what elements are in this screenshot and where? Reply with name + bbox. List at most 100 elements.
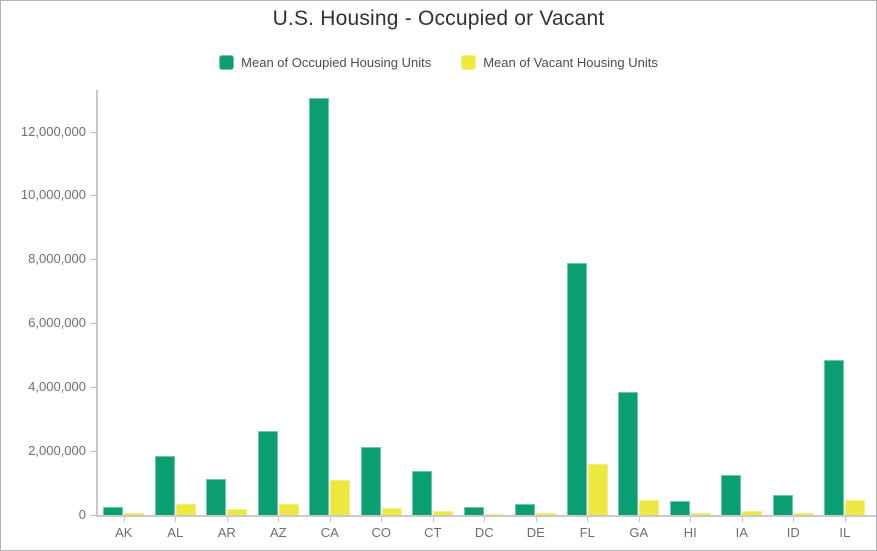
plot-area: [96, 90, 876, 517]
y-axis-tick-mark: [90, 259, 96, 261]
x-axis-label-CT: CT: [424, 525, 442, 540]
legend-item-vacant[interactable]: Mean of Vacant Housing Units: [461, 55, 658, 70]
bar-occupied-AZ[interactable]: [257, 431, 278, 515]
bar-group-ID: [768, 90, 820, 515]
legend-item-occupied[interactable]: Mean of Occupied Housing Units: [219, 55, 431, 70]
x-axis-label-AZ: AZ: [269, 525, 287, 540]
y-axis-tick-mark: [90, 515, 96, 516]
y-axis-tick-label: 10,000,000: [20, 187, 86, 203]
bar-vacant-IL[interactable]: [845, 499, 866, 515]
bar-vacant-DC[interactable]: [484, 514, 505, 515]
x-axis-label-FL: FL: [579, 525, 595, 540]
x-axis-tick-mark: [278, 517, 280, 522]
x-axis-label-AR: AR: [217, 525, 236, 540]
y-axis-tick-label: 4,000,000: [28, 379, 86, 395]
y-axis-tick-label: 8,000,000: [28, 251, 86, 267]
x-axis-tick-mark: [175, 517, 177, 522]
y-axis-tick-mark: [90, 131, 96, 133]
x-axis-label-IL: IL: [839, 525, 851, 540]
bar-vacant-DE[interactable]: [536, 512, 557, 515]
bar-vacant-AR[interactable]: [227, 508, 248, 515]
y-axis-tick-label: 0: [78, 507, 86, 522]
x-axis-label-CO: CO: [371, 525, 392, 540]
bar-occupied-IA[interactable]: [721, 475, 742, 515]
bar-group-AR: [201, 90, 253, 515]
legend: Mean of Occupied Housing Units Mean of V…: [1, 55, 876, 70]
bar-occupied-CA[interactable]: [309, 98, 330, 515]
x-axis-label-GA: GA: [629, 525, 649, 540]
bar-vacant-CT[interactable]: [433, 510, 454, 515]
x-axis-tick-mark: [432, 517, 434, 522]
x-axis-label-HI: HI: [683, 525, 697, 540]
x-axis-tick-mark: [793, 517, 795, 522]
bar-occupied-DC[interactable]: [463, 506, 484, 515]
x-axis-tick-mark: [329, 517, 331, 522]
x-axis-label-DE: DE: [526, 525, 545, 540]
bar-group-DE: [510, 90, 562, 515]
bar-group-IA: [716, 90, 768, 515]
bar-vacant-AZ[interactable]: [278, 503, 299, 515]
bar-group-AK: [98, 90, 150, 515]
x-axis-label-ID: ID: [786, 525, 800, 540]
y-axis-tick-mark: [90, 195, 96, 197]
bar-vacant-FL[interactable]: [587, 463, 608, 515]
bar-vacant-CO[interactable]: [381, 507, 402, 515]
bar-group-DC: [459, 90, 511, 515]
x-axis-tick-mark: [587, 517, 589, 522]
bar-group-CO: [356, 90, 408, 515]
x-axis-tick-mark: [741, 517, 743, 522]
y-axis-tick-label: 12,000,000: [20, 123, 86, 139]
bar-group-GA: [613, 90, 665, 515]
bar-occupied-IL[interactable]: [824, 359, 845, 515]
bar-occupied-GA[interactable]: [618, 392, 639, 515]
bar-group-CT: [407, 90, 459, 515]
bar-group-CA: [304, 90, 356, 515]
x-axis-tick-mark: [484, 517, 486, 522]
bar-occupied-HI[interactable]: [669, 500, 690, 515]
x-axis-label-AL: AL: [167, 525, 184, 540]
bar-group-AZ: [253, 90, 305, 515]
legend-label-vacant: Mean of Vacant Housing Units: [483, 55, 658, 70]
x-axis-label-IA: IA: [735, 525, 748, 540]
x-axis-tick-mark: [844, 517, 846, 522]
bar-vacant-IA[interactable]: [742, 511, 763, 515]
y-axis-tick-mark: [90, 451, 96, 453]
chart-title: U.S. Housing - Occupied or Vacant: [272, 7, 605, 30]
x-axis-tick-mark: [535, 517, 537, 522]
x-axis-tick-mark: [123, 517, 125, 522]
legend-swatch-vacant-icon: [461, 55, 477, 70]
bar-group-AL: [150, 90, 202, 515]
bar-group-FL: [562, 90, 614, 515]
x-axis-label-DC: DC: [474, 525, 494, 540]
bar-occupied-CO[interactable]: [360, 447, 381, 515]
bar-group-IL: [819, 90, 871, 515]
bar-occupied-DE[interactable]: [515, 503, 536, 515]
legend-swatch-occupied-icon: [219, 55, 235, 70]
x-axis-tick-mark: [381, 517, 383, 522]
x-axis-tick-mark: [638, 517, 640, 522]
legend-label-occupied: Mean of Occupied Housing Units: [241, 55, 432, 70]
bar-occupied-CT[interactable]: [412, 471, 433, 515]
y-axis-tick-mark: [90, 387, 96, 389]
bar-vacant-HI[interactable]: [690, 512, 711, 515]
x-axis-tick-mark: [690, 517, 692, 522]
bar-group-HI: [665, 90, 717, 515]
y-axis-tick-mark: [90, 323, 96, 325]
y-axis: 0 2,000,000 4,000,000 6,000,000 8,000,000 10,…: [1, 90, 96, 522]
bar-occupied-AK[interactable]: [103, 507, 124, 515]
x-axis: AK AL AR AZ CA CO CT DC DE FL GA HI IA ID IL: [98, 517, 876, 549]
x-axis-label-CA: CA: [320, 525, 339, 540]
bar-vacant-AK[interactable]: [124, 513, 145, 515]
bar-occupied-FL[interactable]: [566, 262, 587, 515]
x-axis-tick-mark: [226, 517, 228, 522]
bar-vacant-AL[interactable]: [175, 503, 196, 515]
bar-occupied-ID[interactable]: [772, 495, 793, 515]
bar-vacant-GA[interactable]: [639, 499, 660, 515]
bar-occupied-AL[interactable]: [154, 455, 175, 515]
bar-occupied-AR[interactable]: [206, 478, 227, 515]
bar-vacant-ID[interactable]: [793, 512, 814, 515]
bar-vacant-CA[interactable]: [330, 480, 351, 515]
y-axis-tick-label: 2,000,000: [28, 443, 86, 459]
y-axis-tick-label: 6,000,000: [28, 315, 86, 331]
